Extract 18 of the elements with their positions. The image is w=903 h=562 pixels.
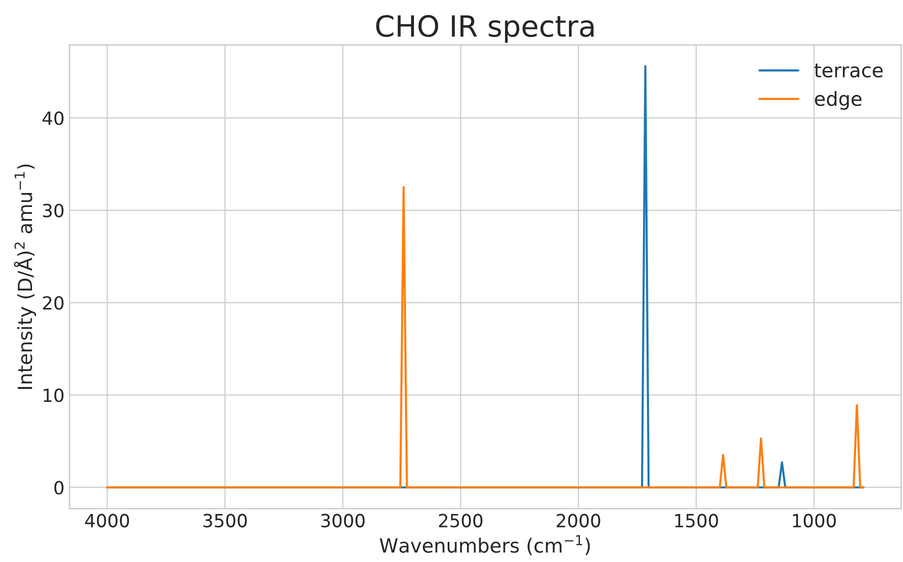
- x-tick-label: 1000: [793, 514, 836, 528]
- x-tick-label: 2000: [556, 514, 600, 528]
- x-tick-label: 3000: [321, 514, 365, 528]
- chart-title: CHO IR spectra: [376, 14, 594, 43]
- legend-label: edge: [814, 91, 862, 110]
- x-tick-label: 4000: [85, 514, 129, 528]
- y-tick-label: 10: [44, 388, 64, 402]
- x-tick-label: 3500: [203, 514, 247, 528]
- y-tick-label: 30: [43, 204, 64, 218]
- y-tick-label: 20: [43, 296, 64, 310]
- x-axis-title: Wavenumbers (cm$^{−1}$): [380, 535, 590, 556]
- legend-label: terrace: [814, 64, 883, 78]
- y-axis-title: Intensity (D/Å)$^{2}$ amu$^{−1}$): [14, 164, 36, 389]
- x-tick-label: 1500: [675, 514, 718, 528]
- line-series: [106, 186, 865, 488]
- x-tick-label: 2500: [438, 514, 482, 528]
- y-tick-label: 0: [54, 480, 64, 494]
- y-tick-label: 40: [42, 111, 64, 126]
